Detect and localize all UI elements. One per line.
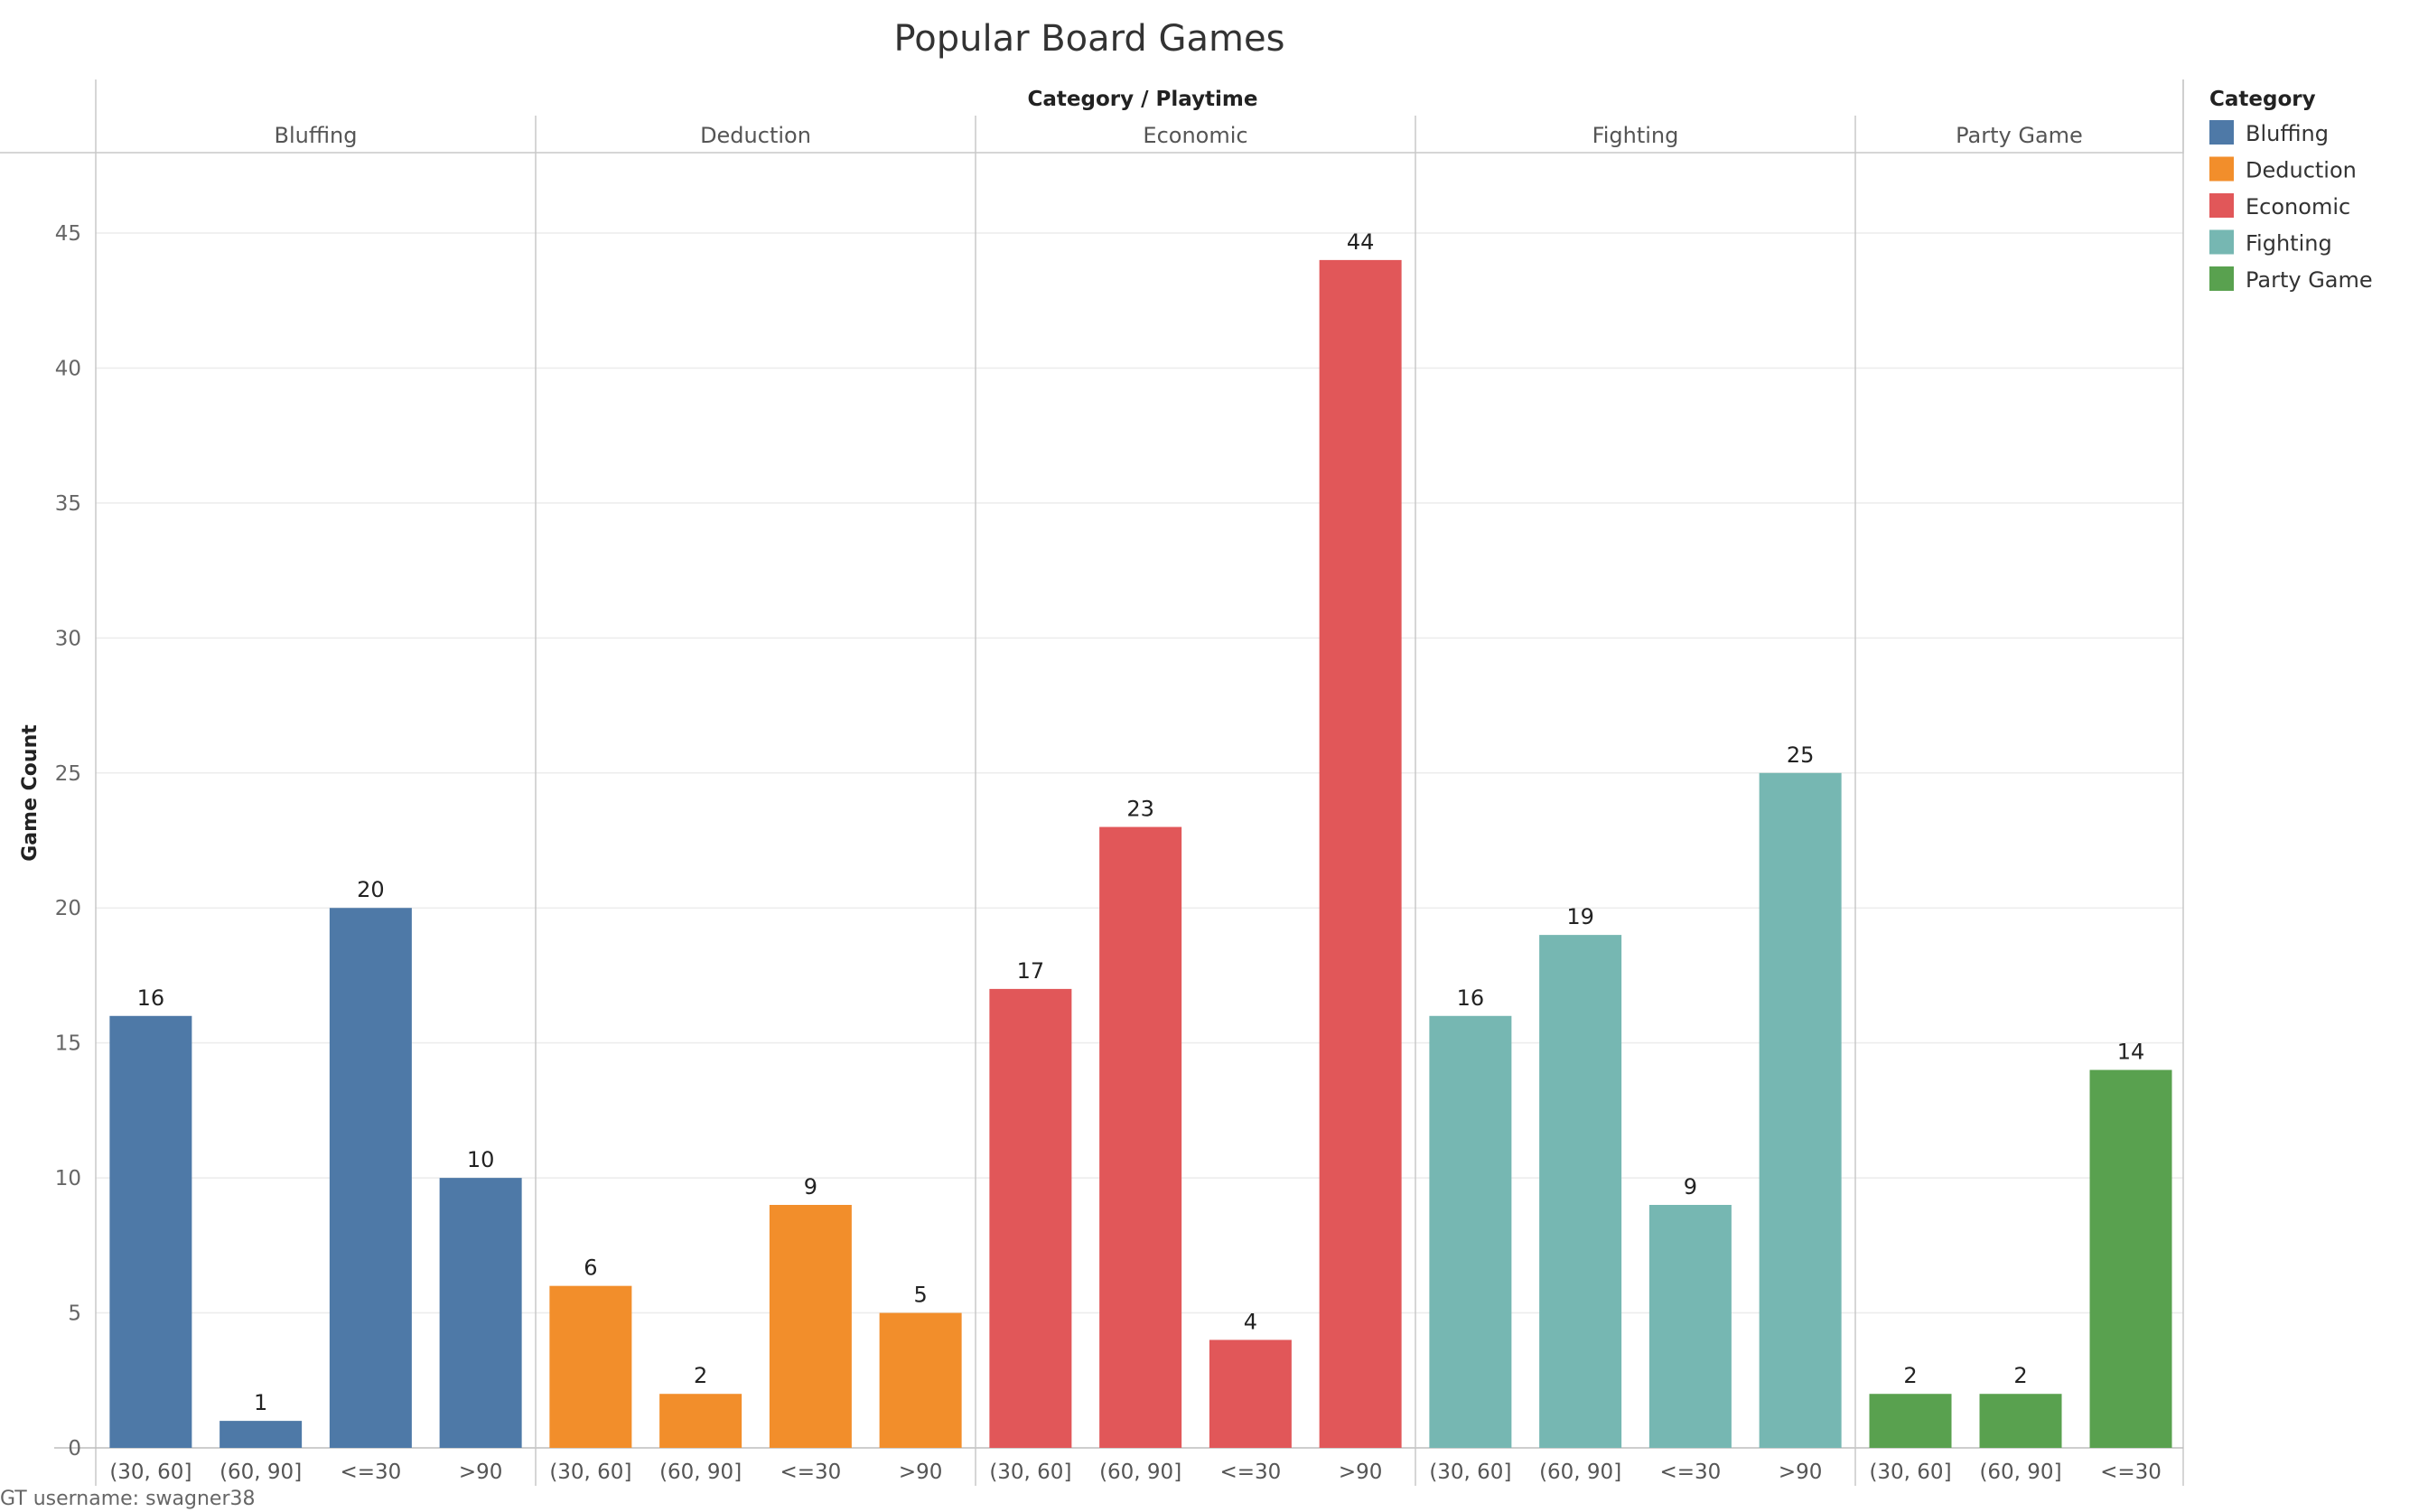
data-label: 6 <box>584 1255 597 1281</box>
panel-header: Deduction <box>700 123 811 148</box>
y-tick-label: 15 <box>55 1032 81 1056</box>
x-tick-label: (30, 60] <box>1869 1461 1951 1484</box>
y-tick-label: 10 <box>55 1167 81 1190</box>
legend-item-label: Party Game <box>2246 267 2373 293</box>
y-tick-label: 30 <box>55 627 81 650</box>
panel-header: Party Game <box>1956 123 2083 148</box>
x-tick-label: <=30 <box>1219 1461 1281 1484</box>
x-tick-label: <=30 <box>1659 1461 1721 1484</box>
bar <box>879 1312 962 1448</box>
column-header: Category / Playtime <box>1028 88 1258 111</box>
x-tick-label: <=30 <box>340 1461 401 1484</box>
x-tick-label: (30, 60] <box>989 1461 1071 1484</box>
x-tick-label: <=30 <box>780 1461 841 1484</box>
data-label: 17 <box>1017 958 1045 984</box>
bar <box>769 1205 852 1448</box>
panel-header: Bluffing <box>275 123 358 148</box>
bar <box>1648 1205 1732 1448</box>
data-label: 2 <box>694 1363 707 1388</box>
bar <box>549 1285 632 1448</box>
legend-title: Category <box>2209 88 2316 111</box>
bar <box>1209 1339 1292 1448</box>
bar <box>1429 1015 1512 1448</box>
footer-text: GT username: swagner38 <box>0 1488 256 1510</box>
data-label: 2 <box>2013 1363 2027 1388</box>
bar <box>219 1421 303 1448</box>
data-label: 1 <box>254 1390 267 1415</box>
legend: Category Bluffing Deduction Economic Fighti… <box>2182 79 2373 293</box>
y-axis-label: Game Count <box>19 724 42 862</box>
x-tick-label: >90 <box>1339 1461 1383 1484</box>
x-tick-label: >90 <box>459 1461 503 1484</box>
bar <box>439 1178 522 1448</box>
data-label: 44 <box>1347 229 1375 255</box>
y-axis-ticks: 0 5 10 15 20 25 30 35 40 45 <box>55 222 81 1461</box>
data-label: 9 <box>1684 1174 1697 1199</box>
legend-item-label: Deduction <box>2246 158 2357 183</box>
data-label: 25 <box>1787 742 1815 768</box>
data-label: 10 <box>467 1147 495 1172</box>
x-tick-label: (30, 60] <box>1429 1461 1511 1484</box>
legend-swatch <box>2209 156 2234 182</box>
bar <box>2089 1069 2172 1448</box>
data-label: 16 <box>137 985 165 1011</box>
data-label: 19 <box>1566 904 1594 929</box>
legend-item-label: Bluffing <box>2246 121 2329 146</box>
y-tick-label: 5 <box>68 1302 81 1326</box>
bar <box>1099 826 1182 1448</box>
y-tick-label: 35 <box>55 492 81 516</box>
x-tick-label: (30, 60] <box>109 1461 191 1484</box>
x-tick-label: >90 <box>1779 1461 1823 1484</box>
bar <box>329 908 412 1448</box>
x-tick-label: >90 <box>899 1461 943 1484</box>
y-tick-label: 25 <box>55 762 81 786</box>
legend-item-label: Fighting <box>2246 231 2332 257</box>
legend-swatch <box>2209 193 2234 218</box>
x-tick-label: <=30 <box>2100 1461 2162 1484</box>
y-tick-label: 45 <box>55 222 81 246</box>
bar <box>109 1015 192 1448</box>
data-label: 14 <box>2117 1040 2145 1065</box>
bar <box>659 1394 742 1448</box>
y-tick-label: 40 <box>55 357 81 380</box>
chart-title: Popular Board Games <box>894 18 1285 60</box>
x-tick-label: (60, 90] <box>219 1461 302 1484</box>
bar <box>1979 1394 2062 1448</box>
x-tick-label: (60, 90] <box>659 1461 742 1484</box>
x-tick-label: (60, 90] <box>1099 1461 1181 1484</box>
bar <box>1319 259 1402 1448</box>
x-tick-label: (30, 60] <box>549 1461 631 1484</box>
data-label: 5 <box>913 1283 927 1308</box>
data-label: 23 <box>1126 797 1154 822</box>
panel-deduction: Deduction 6 (30, 60] 2 (60, 90] 9 <=30 5 >90 <box>535 116 962 1486</box>
data-label: 2 <box>1903 1363 1917 1388</box>
bar <box>1759 772 1842 1448</box>
legend-swatch <box>2209 266 2234 291</box>
data-label: 16 <box>1457 985 1485 1011</box>
bar <box>989 988 1072 1448</box>
panel-party-game: Party Game 2 (30, 60] 2 (60, 90] 14 <=30 <box>1854 116 2172 1486</box>
x-tick-label: (60, 90] <box>1979 1461 2061 1484</box>
legend-swatch <box>2209 229 2234 255</box>
data-label: 9 <box>804 1174 817 1199</box>
data-label: 4 <box>1244 1309 1257 1334</box>
panel-header: Fighting <box>1592 123 1679 148</box>
x-tick-label: (60, 90] <box>1539 1461 1621 1484</box>
y-tick-label: 20 <box>55 897 81 920</box>
panel-bluffing: Bluffing 16 (30, 60] 1 (60, 90] 20 <=30 10 >90 <box>109 123 522 1484</box>
legend-item-label: Economic <box>2246 194 2350 219</box>
legend-swatch <box>2209 120 2234 145</box>
panel-economic: Economic 17 (30, 60] 23 (60, 90] 4 <=30 44 >90 <box>975 116 1402 1486</box>
bar <box>1869 1394 1952 1448</box>
panel-header: Economic <box>1143 123 1247 148</box>
bar <box>1539 935 1622 1448</box>
y-tick-label: 0 <box>68 1437 81 1461</box>
panel-fighting: Fighting 16 (30, 60] 19 (60, 90] 9 <=30 25 >90 <box>1415 116 1842 1486</box>
data-label: 20 <box>357 877 385 902</box>
